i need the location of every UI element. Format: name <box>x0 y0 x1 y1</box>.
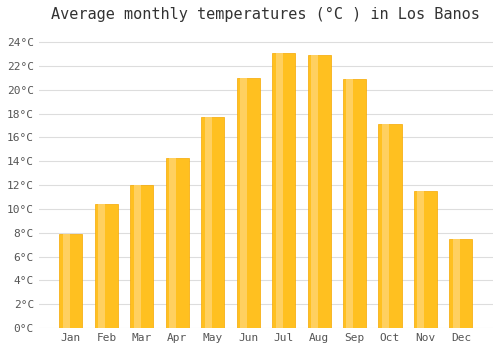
Bar <box>343 79 366 328</box>
Bar <box>98 204 105 328</box>
Bar <box>63 234 70 328</box>
Bar <box>240 78 247 328</box>
Bar <box>130 185 154 328</box>
Bar <box>382 124 389 328</box>
Bar <box>276 53 282 328</box>
Bar <box>311 55 318 328</box>
Bar <box>95 204 118 328</box>
Bar <box>60 234 82 328</box>
Bar <box>201 117 224 328</box>
Bar <box>166 158 189 328</box>
Bar <box>418 191 424 328</box>
Bar <box>378 124 402 328</box>
Bar <box>134 185 140 328</box>
Bar <box>308 55 330 328</box>
Bar <box>204 117 212 328</box>
Bar <box>169 158 176 328</box>
Bar <box>414 191 437 328</box>
Bar <box>450 239 472 328</box>
Title: Average monthly temperatures (°C ) in Los Banos: Average monthly temperatures (°C ) in Lo… <box>52 7 480 22</box>
Bar <box>346 79 354 328</box>
Bar <box>453 239 460 328</box>
Bar <box>272 53 295 328</box>
Bar <box>236 78 260 328</box>
